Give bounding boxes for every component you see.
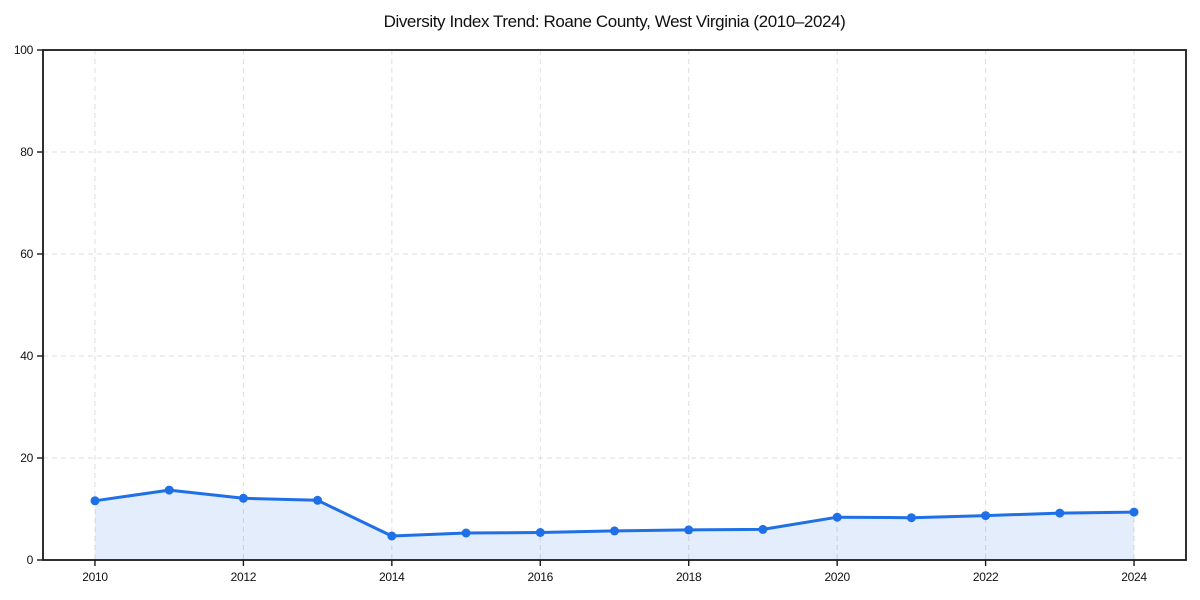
y-axis-tick-label: 80 <box>20 145 33 159</box>
area-fill <box>95 490 1134 560</box>
chart-title: Diversity Index Trend: Roane County, Wes… <box>383 12 846 31</box>
data-point-marker <box>1055 508 1065 518</box>
data-point-marker <box>1129 507 1139 517</box>
data-point-marker <box>164 485 174 495</box>
y-axis-tick-label: 0 <box>27 553 34 567</box>
data-point-marker <box>832 512 842 522</box>
data-point-marker <box>684 525 694 535</box>
x-axis-tick-label: 2020 <box>824 570 850 584</box>
data-point-marker <box>906 513 916 523</box>
plot-border <box>42 49 1187 561</box>
y-axis-tick-label: 60 <box>20 247 33 261</box>
data-point-marker <box>535 528 545 537</box>
data-point-marker <box>981 511 991 521</box>
x-axis-tick-label: 2014 <box>379 570 405 584</box>
data-point-marker <box>387 531 397 541</box>
data-point-marker <box>610 526 619 536</box>
x-axis-tick-label: 2022 <box>973 570 999 584</box>
data-point-marker <box>238 493 248 503</box>
y-axis-tick-label: 40 <box>20 349 33 363</box>
data-point-marker <box>313 495 323 505</box>
data-point-marker <box>90 496 100 506</box>
x-axis-tick-label: 2012 <box>231 570 257 584</box>
x-axis-tick-label: 2018 <box>676 570 702 584</box>
x-axis-tick-label: 2016 <box>528 570 554 584</box>
x-axis-tick-label: 2010 <box>82 570 108 584</box>
data-point-marker <box>758 524 768 534</box>
data-point-marker <box>461 528 471 538</box>
y-axis-tick-label: 100 <box>14 43 34 57</box>
x-axis-tick-label: 2024 <box>1121 570 1147 584</box>
y-axis-tick-label: 20 <box>20 451 33 465</box>
